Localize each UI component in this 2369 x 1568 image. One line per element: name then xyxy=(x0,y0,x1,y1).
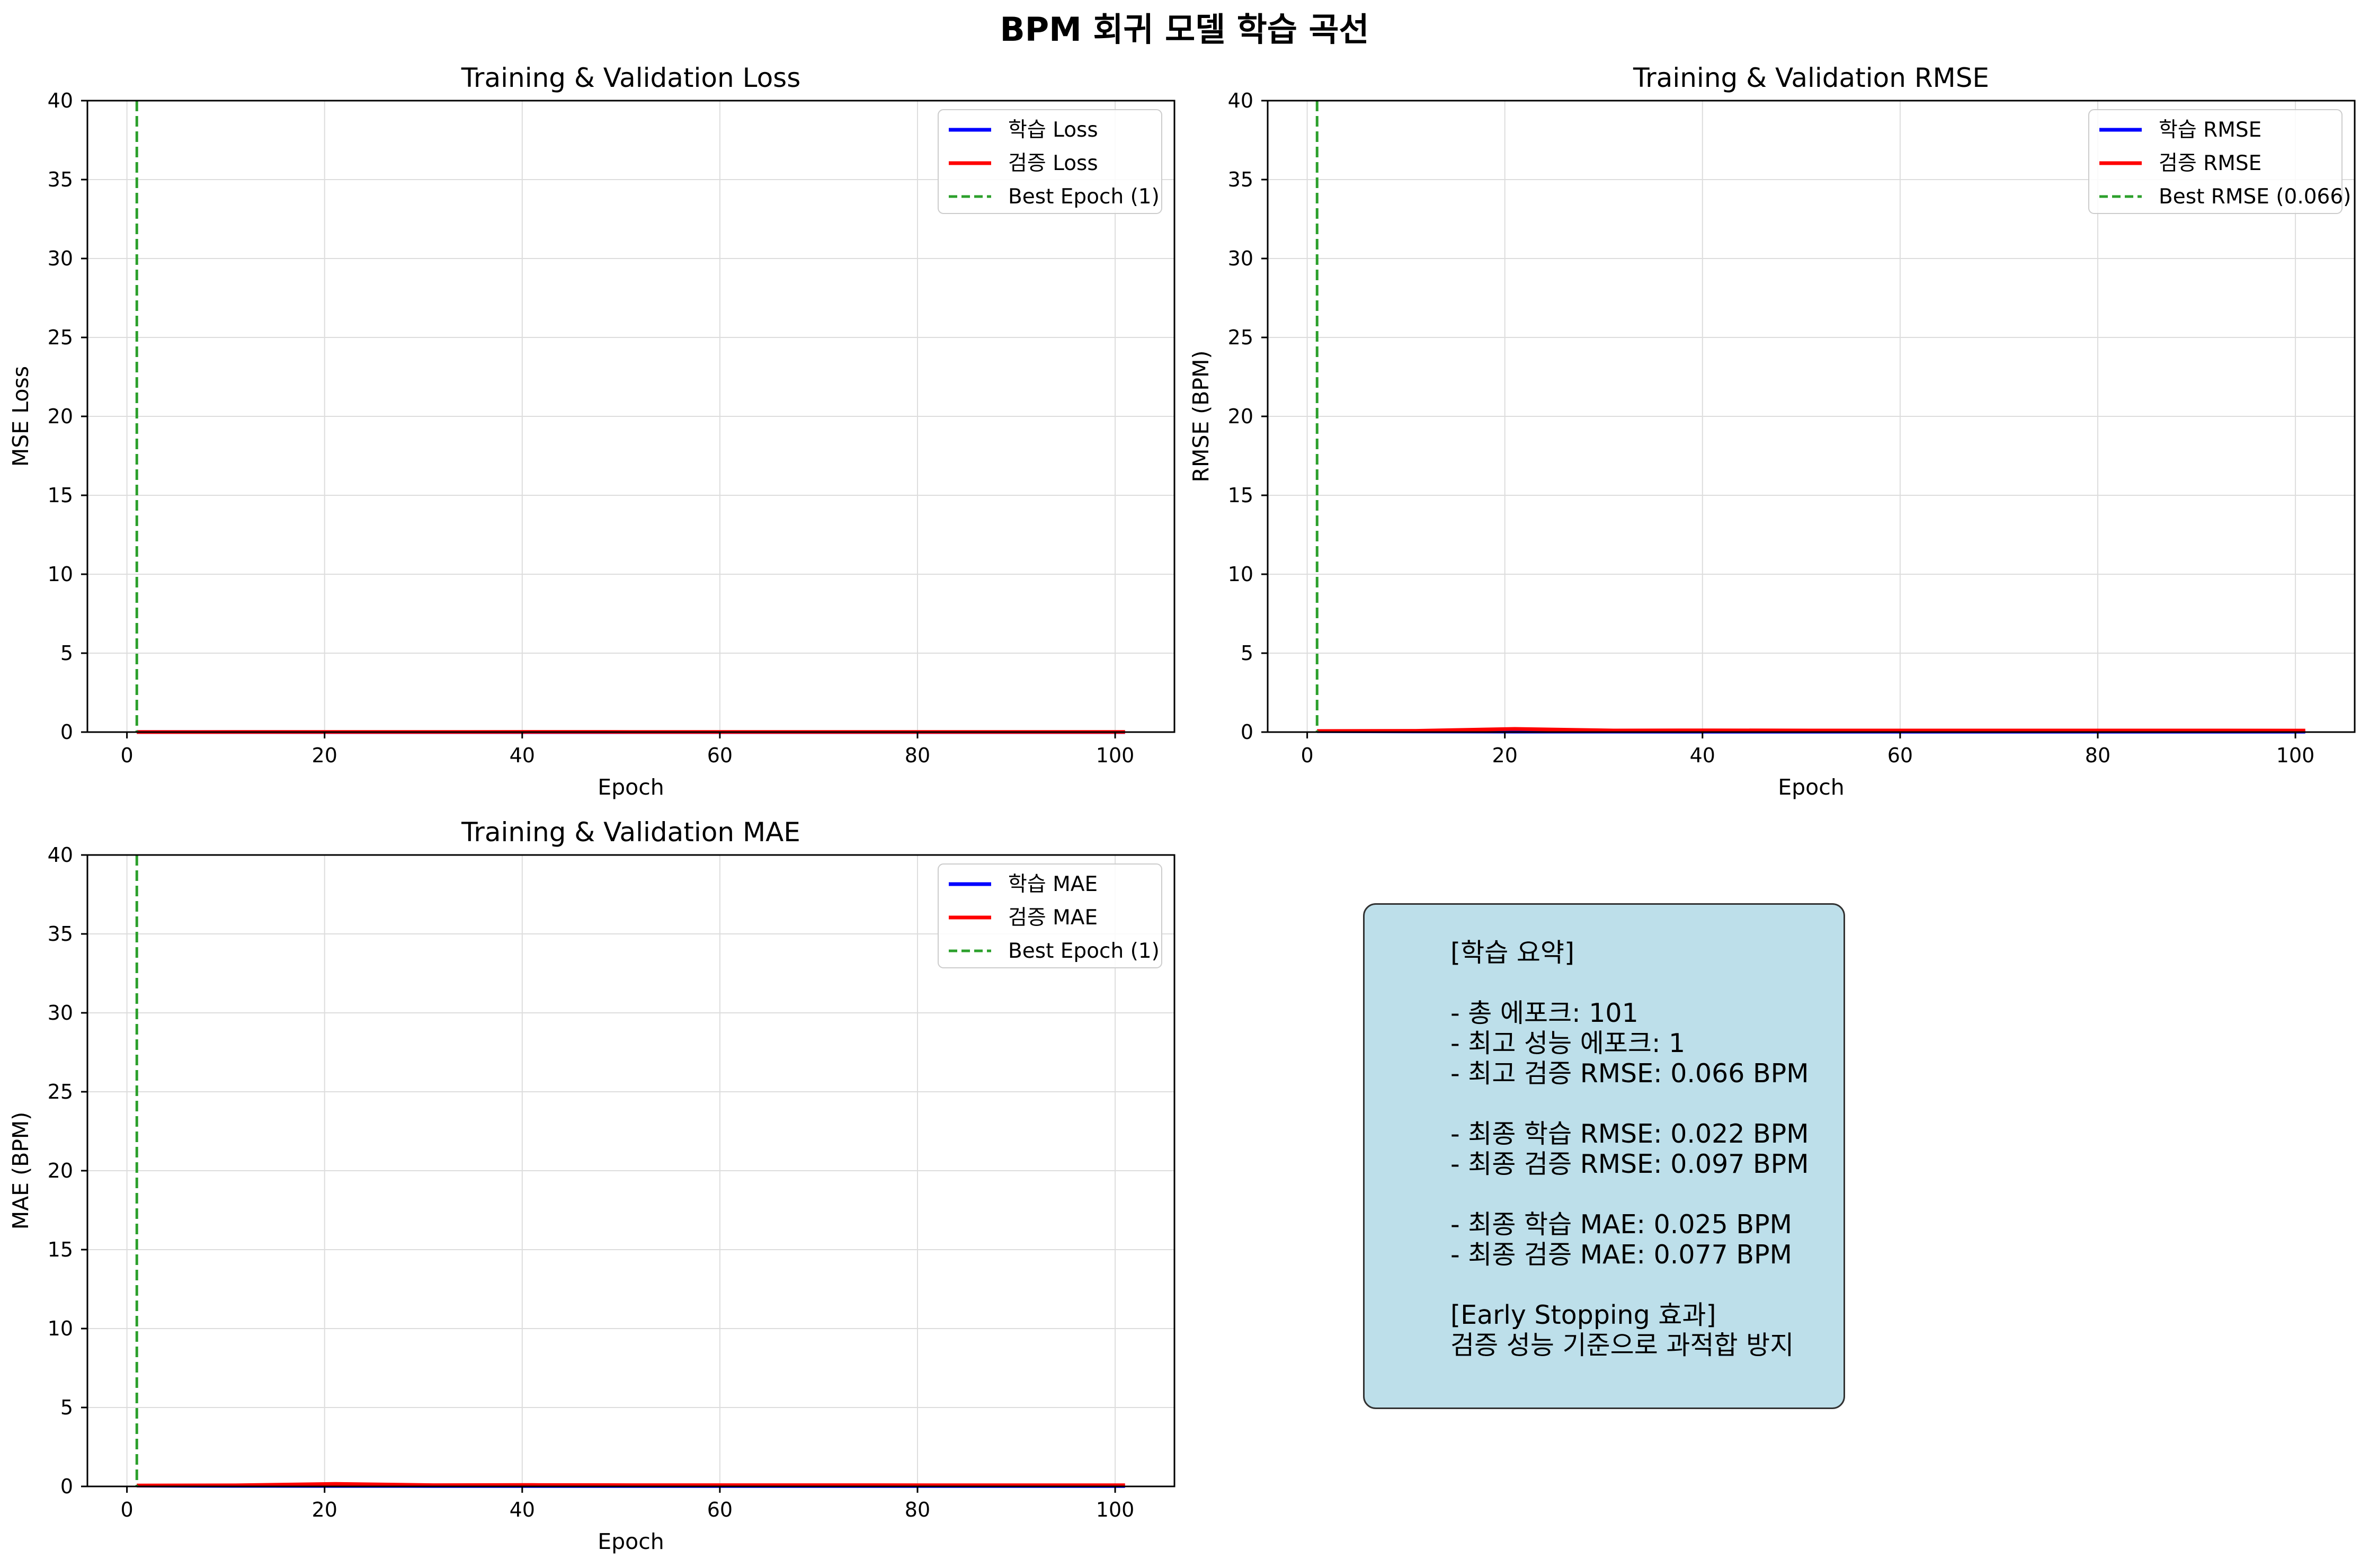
legend-label: 학습 Loss xyxy=(1008,118,1098,142)
y-tick-label: 5 xyxy=(60,1396,73,1419)
rmse-chart: 0 20 40 60 80 100 0 5 10 15 20 25 30 35 40 Training & V… xyxy=(1188,63,2356,800)
y-tick-label: 0 xyxy=(1241,720,1253,744)
figure-title: BPM 회귀 모델 학습 곡선 xyxy=(1000,10,1369,49)
x-tick-label: 60 xyxy=(1887,744,1913,767)
y-tick-label: 20 xyxy=(48,405,73,428)
summary-line: - 최고 검증 RMSE: 0.066 BPM xyxy=(1450,1058,1809,1089)
x-tick-label: 40 xyxy=(510,1498,535,1521)
legend-label: 검증 MAE xyxy=(1008,906,1098,930)
y-tick-label: 30 xyxy=(48,247,73,270)
x-tick-label: 40 xyxy=(1690,744,1715,767)
y-tick-label: 30 xyxy=(48,1001,73,1024)
mae-y-axis-label: MAE (BPM) xyxy=(8,1112,33,1230)
mae-chart-panel: 0 20 40 60 80 100 0 5 10 15 20 25 30 35 40 Training & V… xyxy=(8,817,1175,1554)
x-tick-label: 60 xyxy=(707,1498,733,1521)
y-tick-label: 15 xyxy=(48,484,73,507)
y-tick-label: 20 xyxy=(1228,405,1253,428)
mae-chart-title: Training & Validation MAE xyxy=(461,817,800,848)
legend-label: 검증 Loss xyxy=(1008,152,1098,175)
legend: 학습 RMSE 검증 RMSE Best RMSE (0.066) xyxy=(2088,109,2351,214)
x-tick-label: 0 xyxy=(1301,744,1314,767)
x-tick-label: 0 xyxy=(121,1498,133,1521)
y-tick-label: 5 xyxy=(1241,642,1253,665)
summary-line xyxy=(1450,1179,1874,1209)
summary-line: - 최종 학습 RMSE: 0.022 BPM xyxy=(1450,1119,1809,1149)
x-tick-label: 100 xyxy=(2276,744,2315,767)
legend-label: 학습 RMSE xyxy=(2159,118,2261,142)
legend-label: Best Epoch (1) xyxy=(1008,939,1160,963)
y-tick-label: 0 xyxy=(60,720,73,744)
summary-line: - 최고 성능 에포크: 1 xyxy=(1450,1028,1686,1058)
y-tick-label: 0 xyxy=(60,1475,73,1498)
x-tick-label: 80 xyxy=(905,744,930,767)
summary-line xyxy=(1450,1270,1874,1300)
x-tick-label: 20 xyxy=(312,1498,337,1521)
legend-box xyxy=(2088,109,2343,214)
x-tick-label: 40 xyxy=(510,744,535,767)
x-tick-label: 0 xyxy=(121,744,133,767)
loss-y-axis-label: MSE Loss xyxy=(8,366,33,467)
y-tick-label: 25 xyxy=(48,1080,73,1103)
rmse-y-axis-label: RMSE (BPM) xyxy=(1188,350,1214,482)
legend: 학습 MAE 검증 MAE Best Epoch (1) xyxy=(938,863,1162,968)
x-tick-label: 20 xyxy=(1492,744,1518,767)
y-tick-label: 35 xyxy=(48,922,73,946)
y-tick-label: 15 xyxy=(1228,484,1253,507)
y-tick-label: 10 xyxy=(48,563,73,586)
rmse-chart-title: Training & Validation RMSE xyxy=(1633,63,1989,93)
legend-label: Best RMSE (0.066) xyxy=(2159,185,2351,209)
summary-box xyxy=(1363,903,1845,1409)
y-tick-label: 40 xyxy=(1228,89,1253,112)
x-tick-label: 80 xyxy=(905,1498,930,1521)
loss-chart-title: Training & Validation Loss xyxy=(461,63,801,93)
rmse-x-axis-label: Epoch xyxy=(1778,774,1845,800)
val-mae-line xyxy=(137,1482,1125,1487)
summary-line: 검증 성능 기준으로 과적합 방지 xyxy=(1450,1330,1794,1360)
x-tick-label: 80 xyxy=(2085,744,2110,767)
legend-box xyxy=(938,109,1162,214)
y-tick-label: 5 xyxy=(60,642,73,665)
x-tick-label: 60 xyxy=(707,744,733,767)
y-tick-label: 40 xyxy=(48,843,73,867)
x-tick-label: 100 xyxy=(1096,1498,1135,1521)
summary-line: - 최종 검증 RMSE: 0.097 BPM xyxy=(1450,1149,1809,1179)
summary-line xyxy=(1450,968,1874,998)
summary-text: [학습 요약] - 총 에포크: 101- 최고 성능 에포크: 1- 최고 검증… xyxy=(1450,938,1874,1360)
y-tick-label: 20 xyxy=(48,1159,73,1182)
rmse-chart-panel: 0 20 40 60 80 100 0 5 10 15 20 25 30 35 40 Training & V… xyxy=(1188,63,2356,800)
summary-line: - 총 에포크: 101 xyxy=(1450,998,1638,1028)
legend-label: Best Epoch (1) xyxy=(1008,185,1160,209)
legend-label: 학습 MAE xyxy=(1008,872,1098,896)
x-tick-label: 100 xyxy=(1096,744,1135,767)
y-tick-label: 15 xyxy=(48,1238,73,1261)
loss-chart: 0 20 40 60 80 100 0 5 10 15 20 25 30 35 40 Training & V… xyxy=(8,63,1175,800)
summary-line xyxy=(1450,1089,1874,1119)
y-tick-label: 40 xyxy=(48,89,73,112)
mae-x-axis-label: Epoch xyxy=(598,1529,664,1554)
y-tick-label: 10 xyxy=(1228,563,1253,586)
summary-line: [학습 요약] xyxy=(1450,938,1575,968)
val-rmse-line xyxy=(1317,727,2305,733)
summary-line: [Early Stopping 효과] xyxy=(1450,1300,1716,1330)
y-tick-label: 35 xyxy=(1228,168,1253,191)
summary-line: - 최종 학습 MAE: 0.025 BPM xyxy=(1450,1209,1792,1240)
loss-x-axis-label: Epoch xyxy=(598,774,664,800)
x-tick-label: 20 xyxy=(312,744,337,767)
y-tick-label: 35 xyxy=(48,168,73,191)
legend: 학습 Loss 검증 Loss Best Epoch (1) xyxy=(938,109,1162,214)
y-tick-label: 25 xyxy=(1228,326,1253,349)
summary-line: - 최종 검증 MAE: 0.077 BPM xyxy=(1450,1240,1792,1270)
legend-label: 검증 RMSE xyxy=(2159,152,2261,175)
loss-chart-panel: 0 20 40 60 80 100 0 5 10 15 20 25 30 35 40 Training & V… xyxy=(8,63,1175,800)
y-tick-label: 30 xyxy=(1228,247,1253,270)
y-tick-label: 25 xyxy=(48,326,73,349)
legend-box xyxy=(938,863,1162,968)
mae-chart: 0 20 40 60 80 100 0 5 10 15 20 25 30 35 40 Training & V… xyxy=(8,817,1175,1554)
y-tick-label: 10 xyxy=(48,1317,73,1340)
